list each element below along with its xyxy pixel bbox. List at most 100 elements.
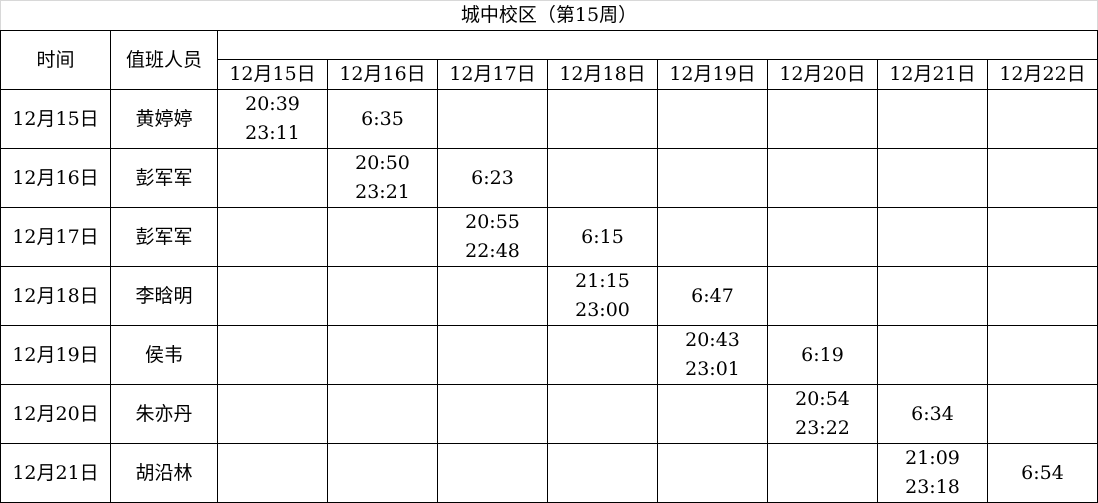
row-date: 12月17日 — [0, 207, 111, 267]
time-value: 6:19 — [801, 343, 844, 366]
date-header-cell: 12月17日 — [437, 59, 548, 90]
row-staff-name: 侯韦 — [110, 325, 218, 385]
time-cell — [987, 266, 1098, 326]
time-cell: 6:54 — [987, 443, 1098, 503]
row-staff-name: 朱亦丹 — [110, 384, 218, 444]
row-date: 12月16日 — [0, 148, 111, 208]
time-cell — [437, 266, 548, 326]
time-cell — [217, 325, 328, 385]
time-cell — [987, 325, 1098, 385]
date-header-cell: 12月19日 — [657, 59, 768, 90]
row-date: 12月15日 — [0, 89, 111, 149]
time-cell — [547, 443, 658, 503]
table-row: 12月18日 李晗明 21:15 23:00 6:47 — [0, 266, 1098, 326]
time-cell — [437, 89, 548, 149]
table-row: 12月20日 朱亦丹 20:54 23:22 6:34 — [0, 384, 1098, 444]
time-cell — [327, 325, 438, 385]
time-value: 6:34 — [911, 402, 954, 425]
time-cell — [877, 89, 988, 149]
time-value: 22:48 — [465, 240, 520, 262]
time-value: 21:15 — [575, 270, 630, 292]
time-cell: 6:23 — [437, 148, 548, 208]
table-row: 12月15日 黄婷婷 20:39 23:11 6:35 — [0, 89, 1098, 149]
time-cell — [217, 207, 328, 267]
time-value: 20:55 — [465, 211, 520, 233]
time-cell — [657, 89, 768, 149]
time-cell — [987, 384, 1098, 444]
time-cell — [217, 148, 328, 208]
time-value: 23:18 — [905, 476, 960, 498]
time-cell — [327, 207, 438, 267]
time-cell: 6:47 — [657, 266, 768, 326]
date-header-cell: 12月15日 — [217, 59, 328, 90]
row-staff-name: 黄婷婷 — [110, 89, 218, 149]
table-row: 12月19日 侯韦 20:43 23:01 6:19 — [0, 325, 1098, 385]
time-cell — [877, 325, 988, 385]
time-cell: 21:15 23:00 — [547, 266, 658, 326]
time-cell: 6:15 — [547, 207, 658, 267]
time-value: 23:22 — [795, 417, 850, 439]
time-cell: 20:55 22:48 — [437, 207, 548, 267]
time-cell — [547, 384, 658, 444]
table-row: 12月17日 彭军军 20:55 22:48 6:15 — [0, 207, 1098, 267]
time-cell — [327, 384, 438, 444]
time-cell — [547, 148, 658, 208]
time-cell — [767, 89, 878, 149]
date-header-cell: 12月21日 — [877, 59, 988, 90]
header-blank — [217, 30, 1098, 60]
time-cell: 6:35 — [327, 89, 438, 149]
time-cell — [547, 89, 658, 149]
time-value: 23:11 — [245, 122, 300, 144]
time-cell — [657, 148, 768, 208]
date-header-cell: 12月22日 — [987, 59, 1098, 90]
time-cell — [767, 207, 878, 267]
row-date: 12月20日 — [0, 384, 111, 444]
row-staff-name: 胡沿林 — [110, 443, 218, 503]
time-cell — [767, 148, 878, 208]
date-header-cell: 12月18日 — [547, 59, 658, 90]
date-header-cell: 12月20日 — [767, 59, 878, 90]
time-cell — [877, 266, 988, 326]
time-cell: 6:19 — [767, 325, 878, 385]
time-value: 6:54 — [1021, 461, 1064, 484]
time-value: 6:15 — [581, 225, 624, 248]
time-cell — [437, 384, 548, 444]
row-staff-name: 彭军军 — [110, 207, 218, 267]
time-cell — [327, 266, 438, 326]
time-cell: 6:34 — [877, 384, 988, 444]
time-cell — [437, 325, 548, 385]
time-cell — [657, 207, 768, 267]
header-time: 时间 — [0, 30, 111, 90]
time-cell: 20:39 23:11 — [217, 89, 328, 149]
header-staff: 值班人员 — [110, 30, 218, 90]
time-cell — [987, 148, 1098, 208]
time-value: 6:47 — [691, 284, 734, 307]
time-cell — [877, 207, 988, 267]
time-cell — [767, 443, 878, 503]
row-date: 12月21日 — [0, 443, 111, 503]
time-cell — [547, 325, 658, 385]
time-cell: 20:54 23:22 — [767, 384, 878, 444]
table-row: 12月16日 彭军军 20:50 23:21 6:23 — [0, 148, 1098, 208]
time-value: 20:43 — [685, 329, 740, 351]
time-cell: 20:50 23:21 — [327, 148, 438, 208]
time-cell — [877, 148, 988, 208]
time-value: 6:35 — [361, 107, 404, 130]
time-cell — [217, 384, 328, 444]
date-header-cell: 12月16日 — [327, 59, 438, 90]
row-date: 12月19日 — [0, 325, 111, 385]
time-value: 20:54 — [795, 388, 850, 410]
row-date: 12月18日 — [0, 266, 111, 326]
row-staff-name: 彭军军 — [110, 148, 218, 208]
time-value: 20:50 — [355, 152, 410, 174]
time-value: 23:01 — [685, 358, 740, 380]
time-value: 23:21 — [355, 181, 410, 203]
time-cell — [987, 89, 1098, 149]
table-title: 城中校区（第15周） — [0, 0, 1098, 31]
time-cell — [217, 266, 328, 326]
time-cell — [327, 443, 438, 503]
time-cell — [657, 384, 768, 444]
time-value: 6:23 — [471, 166, 514, 189]
time-cell: 20:43 23:01 — [657, 325, 768, 385]
